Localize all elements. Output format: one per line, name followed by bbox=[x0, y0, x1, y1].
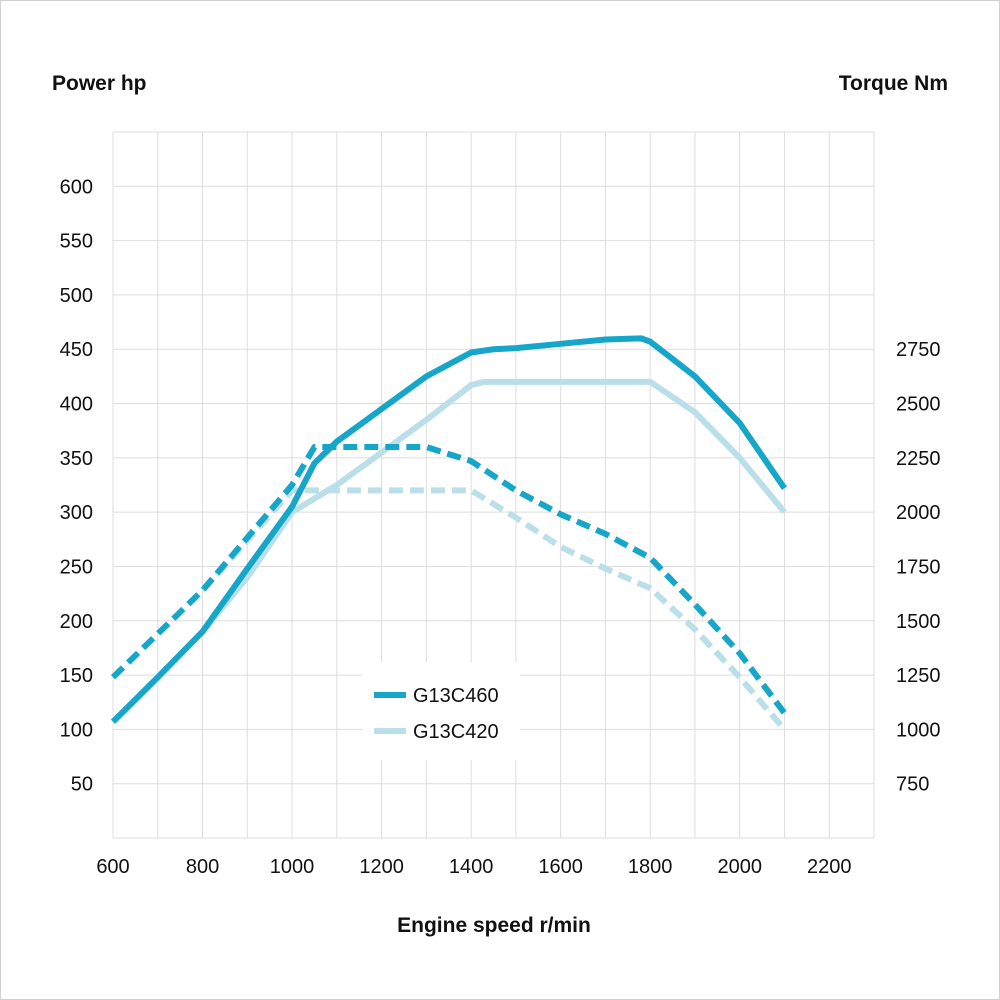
y-left-tick-label: 350 bbox=[60, 448, 93, 470]
x-tick-label: 1200 bbox=[359, 856, 404, 878]
legend-label: G13C420 bbox=[413, 721, 499, 743]
y-left-tick-label: 100 bbox=[60, 719, 93, 741]
y-left-tick-label: 450 bbox=[60, 339, 93, 361]
x-tick-label: 1400 bbox=[449, 856, 494, 878]
y-right-tick-label: 2250 bbox=[896, 448, 941, 470]
y-right-tick-label: 2500 bbox=[896, 394, 941, 416]
x-axis-title: Engine speed r/min bbox=[397, 914, 591, 937]
y-right-tick-label: 1750 bbox=[896, 556, 941, 578]
x-tick-label: 800 bbox=[186, 856, 219, 878]
legend-label: G13C460 bbox=[413, 685, 499, 707]
x-tick-label: 600 bbox=[96, 856, 129, 878]
y-left-tick-label: 50 bbox=[71, 774, 93, 796]
x-tick-label: 1000 bbox=[270, 856, 315, 878]
x-tick-label: 2200 bbox=[807, 856, 852, 878]
series-line-g13c460-power bbox=[110, 335, 787, 724]
y-right-tick-label: 2000 bbox=[896, 502, 941, 524]
y-right-axis-title: Torque Nm bbox=[838, 72, 948, 95]
y-left-tick-label: 300 bbox=[60, 502, 93, 524]
y-right-tick-label: 2750 bbox=[896, 339, 941, 361]
y-left-axis-title: Power hp bbox=[52, 72, 147, 95]
legend-box bbox=[362, 662, 520, 760]
y-left-tick-label: 150 bbox=[60, 665, 93, 687]
y-left-tick-label: 500 bbox=[60, 285, 93, 307]
y-left-tick-label: 550 bbox=[60, 231, 93, 253]
y-right-tick-label: 750 bbox=[896, 774, 929, 796]
y-left-tick-label: 200 bbox=[60, 611, 93, 633]
series-line-g13c460-torque bbox=[110, 443, 787, 715]
series-line-g13c420-power bbox=[200, 378, 787, 634]
y-left-tick-label: 400 bbox=[60, 394, 93, 416]
x-tick-label: 2000 bbox=[717, 856, 762, 878]
y-left-tick-label: 600 bbox=[60, 176, 93, 198]
y-right-tick-label: 1000 bbox=[896, 719, 941, 741]
series-line-g13c420-torque bbox=[200, 487, 787, 732]
y-left-tick-label: 250 bbox=[60, 556, 93, 578]
x-tick-label: 1800 bbox=[628, 856, 673, 878]
x-tick-label: 1600 bbox=[538, 856, 583, 878]
y-right-tick-label: 1500 bbox=[896, 611, 941, 633]
y-right-tick-label: 1250 bbox=[896, 665, 941, 687]
